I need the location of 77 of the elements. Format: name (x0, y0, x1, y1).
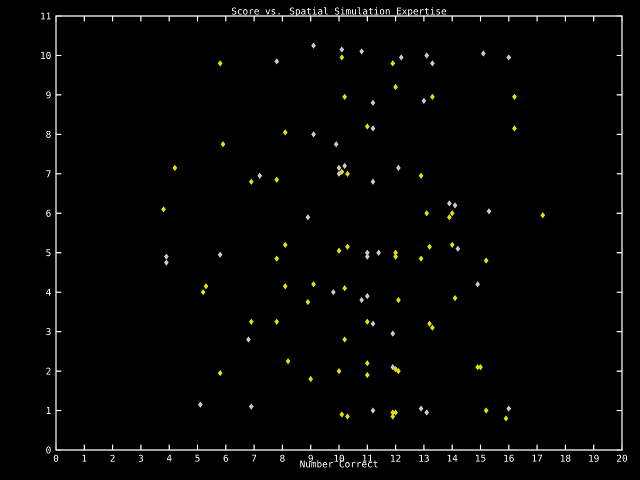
point (365, 293, 370, 300)
point (424, 52, 430, 58)
x-tick-label: 17 (532, 454, 542, 462)
x-tick-label: 11 (362, 454, 372, 462)
x-tick-label: 0 (54, 454, 58, 462)
y-tick-label: 6 (46, 210, 51, 217)
point (370, 320, 376, 327)
point (311, 42, 316, 49)
point (331, 289, 336, 296)
point (424, 410, 430, 416)
y-tick-label: 10 (41, 52, 51, 59)
x-tick-label: 1 (82, 454, 86, 462)
point (274, 58, 280, 64)
point (376, 250, 381, 256)
x-tick-label: 16 (504, 454, 514, 462)
point (506, 406, 512, 412)
point (246, 336, 251, 342)
chart-title: Score vs. Spatial Simulation Expertise (232, 7, 446, 16)
x-tick-label: 14 (448, 454, 458, 462)
point (370, 408, 376, 414)
x-tick-label: 4 (166, 454, 172, 462)
point (306, 214, 310, 220)
point (257, 172, 262, 179)
x-tick-label: 19 (589, 454, 599, 462)
x-tick-label: 12 (391, 454, 400, 462)
point (418, 406, 424, 412)
point (342, 162, 347, 169)
y-tick-label: 5 (46, 249, 51, 256)
point (390, 364, 396, 370)
x-tick-label: 10 (334, 454, 344, 462)
point (456, 246, 460, 252)
y-tick-label: 2 (46, 368, 51, 375)
point (218, 252, 222, 258)
y-tick-label: 3 (46, 328, 51, 336)
x-tick-label: 13 (419, 454, 429, 462)
x-tick-label: 9 (308, 454, 313, 462)
x-tick-label: 18 (560, 454, 570, 462)
point (370, 178, 376, 185)
point (396, 164, 401, 171)
point (336, 170, 342, 177)
point (334, 141, 338, 148)
point (359, 48, 364, 54)
x-tick-label: 15 (476, 454, 486, 462)
point (336, 164, 342, 171)
point (486, 208, 492, 214)
y-tick-label: 8 (46, 130, 51, 138)
x-tick-label: 3 (138, 454, 144, 462)
point (481, 50, 486, 56)
point (249, 404, 254, 410)
point (447, 200, 452, 206)
point (452, 202, 458, 208)
y-tick-label: 7 (46, 170, 51, 178)
point (340, 46, 344, 52)
y-tick-label: 9 (46, 91, 51, 98)
y-tick-label: 11 (41, 12, 51, 20)
y-tick-label: 1 (46, 407, 51, 414)
point (422, 98, 426, 104)
point (164, 254, 169, 260)
x-tick-label: 5 (195, 454, 200, 462)
x-tick-label: 7 (252, 454, 256, 462)
point (390, 330, 396, 337)
point (475, 281, 480, 288)
point (198, 402, 203, 408)
point (164, 260, 169, 266)
point (430, 60, 435, 66)
point (370, 126, 376, 132)
x-tick-label: 6 (224, 454, 228, 462)
y-tick-label: 4 (46, 288, 51, 296)
x-tick-label: 2 (110, 454, 115, 462)
x-tick-label: 8 (280, 454, 285, 462)
point (311, 131, 316, 138)
point (398, 54, 404, 60)
point (506, 54, 512, 60)
y-tick-label: 0 (46, 446, 51, 454)
point (370, 100, 376, 106)
point (359, 297, 364, 304)
x-tick-label: 20 (617, 454, 628, 462)
